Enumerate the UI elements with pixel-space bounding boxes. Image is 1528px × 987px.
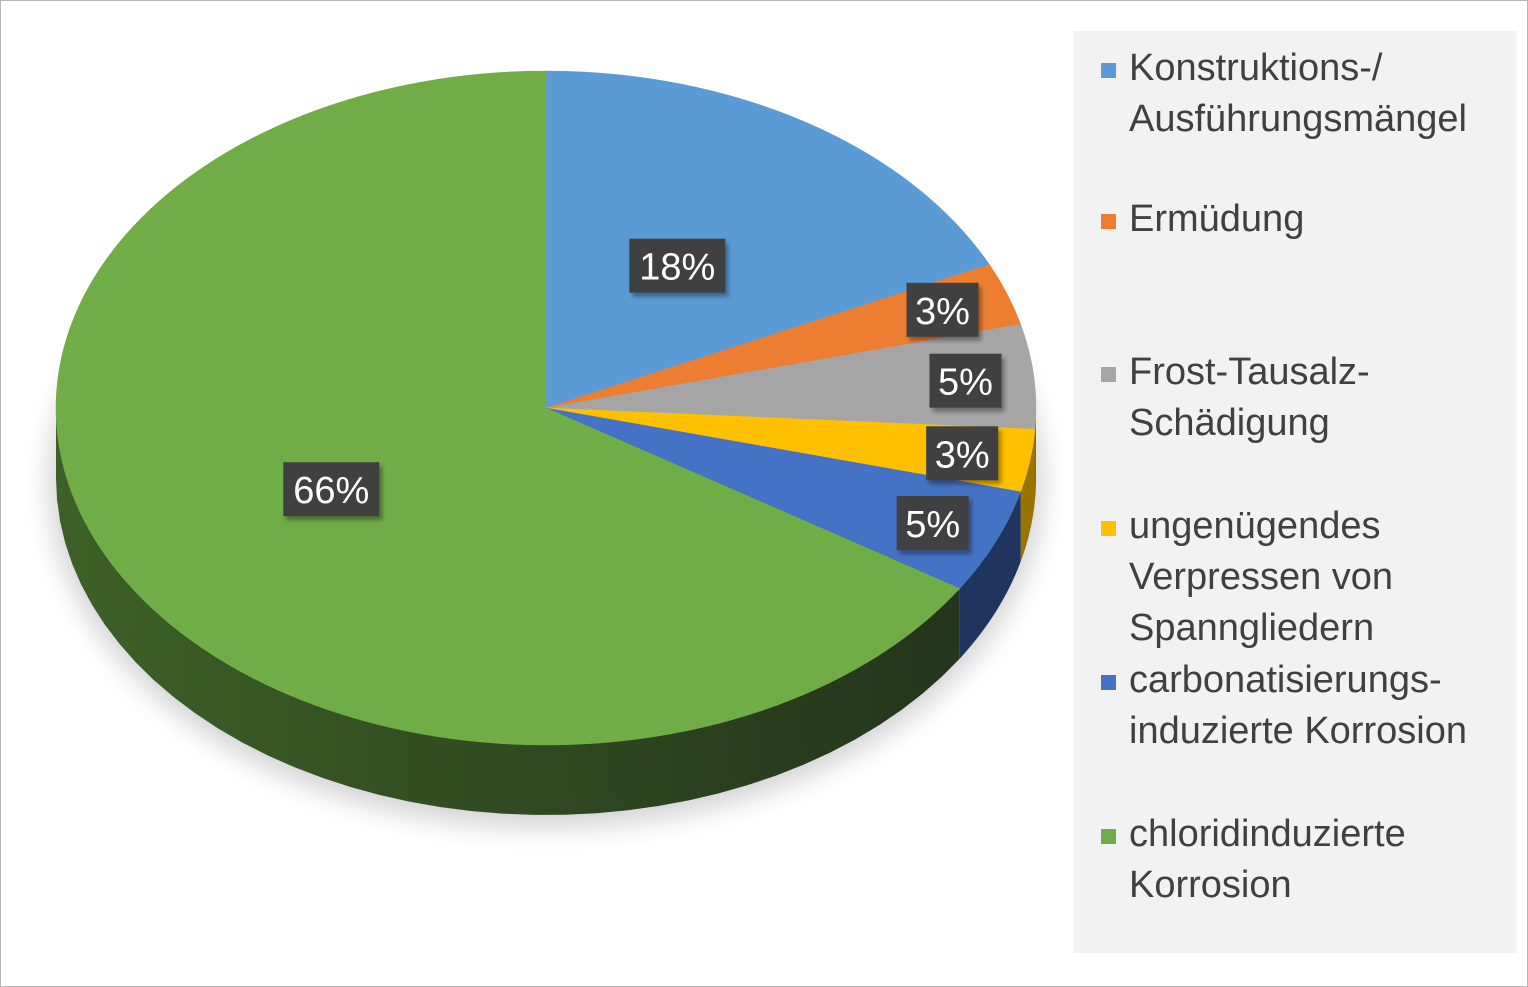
pie-slice-side-5	[959, 491, 1021, 659]
legend-swatch	[1101, 675, 1116, 690]
pie-slice-side-3	[1035, 408, 1036, 500]
legend-swatch	[1101, 63, 1116, 78]
pie-slice-side-4	[1020, 429, 1036, 562]
legend-label: ungenügendes Verpressen von Spannglieder…	[1129, 505, 1394, 649]
pie-chart: 18% 3% 5% 3% 5% 66%	[50, 70, 1042, 827]
legend-label: chloridinduzierte Korrosion	[1129, 813, 1406, 906]
legend-swatch	[1101, 214, 1116, 229]
legend-label: Ermüdung	[1129, 198, 1305, 240]
legend-label: Frost-Tausalz- Schädigung	[1129, 351, 1370, 444]
svg-text:3%: 3%	[935, 434, 990, 476]
data-label-5: 5%	[896, 496, 969, 551]
data-label-2: 3%	[906, 282, 979, 337]
legend-swatch	[1101, 367, 1116, 382]
pie-slice-6	[55, 70, 961, 746]
data-label-1: 18%	[629, 238, 726, 293]
data-label-6: 66%	[283, 462, 380, 517]
pie-slice-3	[545, 323, 1037, 430]
svg-text:3%: 3%	[915, 291, 970, 333]
legend: Konstruktions-/ Ausführungsmängel Ermüdun…	[1073, 31, 1517, 953]
data-label-3: 5%	[929, 353, 1002, 408]
svg-text:66%: 66%	[293, 470, 369, 512]
svg-text:18%: 18%	[639, 247, 715, 289]
legend-label: carbonatisierungs- induzierte Korrosion	[1129, 659, 1467, 752]
legend-swatch	[1101, 829, 1116, 844]
legend-swatch	[1101, 521, 1116, 536]
svg-text:5%: 5%	[938, 362, 993, 404]
svg-text:5%: 5%	[905, 504, 960, 546]
data-label-4: 3%	[926, 426, 999, 481]
pie-slice-side-6	[56, 408, 960, 815]
pie-slice-1	[545, 70, 990, 409]
legend-label: Konstruktions-/ Ausführungsmängel	[1129, 47, 1467, 140]
